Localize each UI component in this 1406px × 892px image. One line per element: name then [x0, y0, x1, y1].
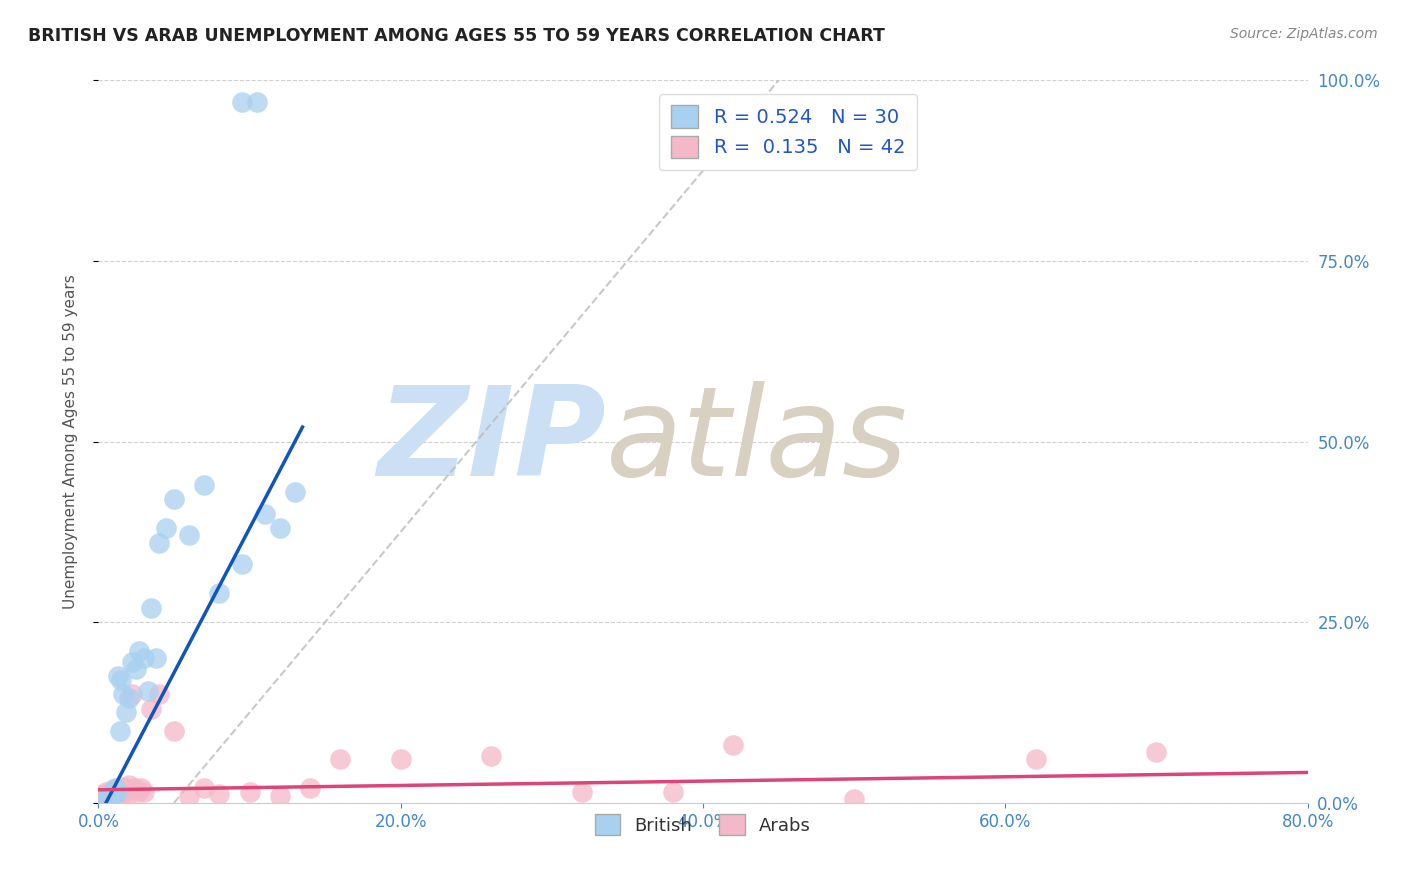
Text: Source: ZipAtlas.com: Source: ZipAtlas.com — [1230, 27, 1378, 41]
Arabs — [129, 781, 152, 796]
Arabs — [179, 789, 201, 803]
Arabs — [481, 748, 503, 763]
British — [231, 558, 253, 572]
Arabs — [111, 787, 134, 801]
Arabs — [389, 752, 412, 766]
Arabs — [108, 782, 131, 797]
Arabs — [93, 787, 115, 801]
British — [141, 600, 163, 615]
British — [231, 95, 253, 109]
British — [145, 651, 167, 665]
Arabs — [91, 790, 114, 805]
Arabs — [239, 785, 262, 799]
British — [269, 521, 291, 535]
British — [101, 785, 124, 799]
Arabs — [127, 785, 149, 799]
Arabs — [329, 752, 352, 766]
Arabs — [1024, 752, 1046, 766]
Arabs — [94, 785, 117, 799]
Arabs — [208, 787, 231, 801]
Arabs — [104, 789, 127, 803]
British — [179, 528, 201, 542]
British — [132, 651, 155, 665]
Text: ZIP: ZIP — [378, 381, 606, 502]
Arabs — [571, 785, 593, 799]
Arabs — [112, 785, 135, 799]
Arabs — [141, 702, 163, 716]
Arabs — [98, 790, 121, 805]
British — [100, 790, 122, 805]
British — [108, 723, 131, 738]
British — [118, 691, 141, 706]
Arabs — [661, 785, 683, 799]
British — [114, 706, 136, 720]
British — [104, 781, 127, 796]
British — [107, 669, 129, 683]
Arabs — [163, 723, 186, 738]
British — [125, 662, 148, 676]
Arabs — [115, 789, 138, 803]
Arabs — [107, 785, 129, 799]
British — [208, 586, 231, 600]
Arabs — [121, 687, 143, 701]
British — [111, 687, 134, 701]
Arabs — [193, 781, 215, 796]
British — [193, 478, 215, 492]
British — [121, 655, 143, 669]
Arabs — [844, 792, 866, 806]
British — [284, 485, 307, 500]
Arabs — [103, 785, 125, 799]
Legend: British, Arabs: British, Arabs — [586, 805, 820, 845]
British — [103, 787, 125, 801]
Arabs — [299, 781, 322, 796]
Arabs — [124, 781, 146, 796]
Arabs — [269, 789, 291, 803]
British — [105, 785, 128, 799]
Text: atlas: atlas — [606, 381, 908, 502]
British — [98, 789, 121, 803]
British — [253, 507, 276, 521]
British — [163, 492, 186, 507]
Arabs — [110, 780, 132, 794]
British — [110, 673, 132, 687]
Arabs — [118, 778, 141, 792]
Arabs — [114, 781, 136, 796]
British — [246, 95, 269, 109]
British — [148, 535, 170, 549]
Arabs — [101, 782, 124, 797]
Arabs — [148, 687, 170, 701]
Y-axis label: Unemployment Among Ages 55 to 59 years: Unemployment Among Ages 55 to 59 years — [63, 274, 77, 609]
British — [155, 521, 177, 535]
Text: BRITISH VS ARAB UNEMPLOYMENT AMONG AGES 55 TO 59 YEARS CORRELATION CHART: BRITISH VS ARAB UNEMPLOYMENT AMONG AGES … — [28, 27, 884, 45]
Arabs — [132, 785, 155, 799]
Arabs — [723, 738, 745, 752]
Arabs — [100, 787, 122, 801]
British — [136, 683, 159, 698]
Arabs — [1144, 745, 1167, 759]
Arabs — [105, 781, 128, 796]
British — [94, 792, 117, 806]
British — [128, 644, 150, 658]
Arabs — [96, 789, 118, 803]
Arabs — [90, 789, 112, 803]
